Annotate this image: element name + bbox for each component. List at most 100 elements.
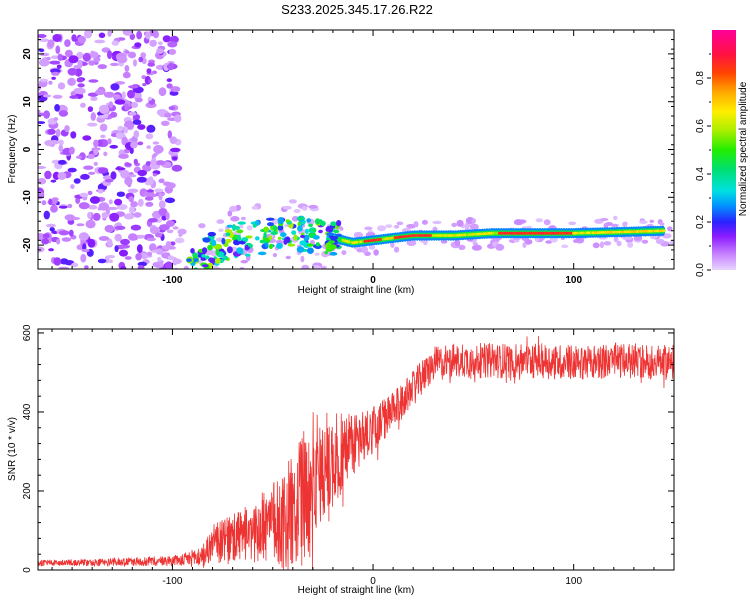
spectrogram-cell (161, 120, 170, 127)
spectrogram-cell (58, 205, 68, 209)
spectrogram-cell (230, 216, 240, 222)
spectrogram-cell (48, 198, 53, 206)
spectrogram-cell (152, 141, 160, 145)
spectrogram-cell (147, 218, 158, 223)
spectrogram-cell (245, 235, 253, 239)
spectrogram-cell (53, 257, 62, 266)
spectrogram-cell (114, 245, 119, 253)
spectrogram-cell (166, 229, 174, 234)
spectrogram-cell (393, 224, 400, 229)
spectrogram-cell (59, 258, 69, 265)
spectrogram-cell (80, 253, 87, 263)
colorbar-tick-label: 0.6 (695, 119, 706, 133)
spectrogram-cell (167, 41, 178, 48)
spectrogram-cell (51, 76, 56, 80)
spectrogram-cell (456, 219, 464, 227)
colorbar-tick-label: 0.4 (695, 167, 706, 181)
spectrogram-cell (236, 229, 244, 234)
spectrogram-cell (69, 146, 75, 155)
spectrogram-cell (206, 280, 213, 287)
snr-y-tick-label: 600 (22, 324, 33, 341)
spectrogram-cell (328, 244, 337, 250)
spectrogram-cell (186, 258, 192, 263)
spectrogram-cell (128, 111, 137, 116)
spectrogram-cell (88, 79, 99, 83)
spectrogram-cell (236, 247, 244, 254)
spectrogram-cell (575, 237, 585, 244)
spectrogram-cell (152, 173, 158, 177)
spectrogram-cell (144, 196, 154, 201)
spectrogram-cell (58, 139, 64, 146)
spectrogram-y-tick-label: -10 (22, 190, 33, 205)
spectrogram-cell (240, 260, 248, 264)
spectrogram-y-axis: -20 -10 0 10 20 (22, 29, 674, 270)
spectrogram-cell (127, 188, 139, 193)
spectrogram-cell (82, 135, 92, 141)
spectrogram-cell (50, 204, 58, 213)
spectrogram-cell (50, 179, 57, 183)
spectrogram-cell (87, 238, 96, 248)
spectrogram-cell (149, 226, 161, 235)
spectrogram-cell (471, 244, 482, 251)
spectrogram-cell (251, 205, 259, 210)
spectrogram-cell (299, 240, 307, 246)
spectrogram-cell (90, 51, 99, 58)
spectrogram-cell (110, 83, 120, 91)
spectrogram-cell (147, 176, 154, 186)
spectrogram-cell (170, 147, 181, 153)
spectrogram-cell (164, 197, 176, 204)
spectrogram-cell (71, 262, 79, 268)
spectrogram-cell (273, 225, 278, 232)
spectrogram-cell (156, 48, 164, 54)
spectrogram-cell (120, 266, 127, 269)
spectrogram-cell (198, 223, 206, 229)
spectrogram-cell (277, 217, 284, 225)
spectrogram-cell (226, 224, 233, 228)
spectrogram-cell (616, 240, 622, 247)
spectrogram-x-tick-label: -100 (162, 275, 182, 286)
spectrogram-cell (64, 39, 71, 47)
snr-frame (37, 328, 675, 571)
spectrogram-cell (522, 242, 527, 248)
spectrogram-cell (149, 39, 157, 47)
spectrogram-cell (280, 232, 287, 238)
spectrogram-cell (237, 221, 246, 225)
spectrogram-cell (246, 225, 253, 231)
spectrogram-cell (333, 229, 340, 234)
spectrogram-cell (312, 265, 321, 269)
spectrogram-cell (137, 169, 147, 177)
spectrogram-cell (38, 109, 41, 114)
spectrogram-cell (168, 106, 176, 111)
spectrogram-cell (149, 243, 157, 252)
spectrogram-cell (52, 34, 62, 42)
spectrogram-cell (46, 56, 51, 61)
spectrogram-cell (83, 165, 94, 170)
spectrogram-cell (353, 231, 363, 238)
spectrogram-cell (145, 31, 151, 40)
spectrogram-cell (291, 215, 299, 222)
spectrogram-cell (151, 249, 159, 253)
spectrogram-cell (193, 254, 199, 259)
spectrogram-cell (288, 199, 297, 204)
spectrogram-cell (38, 246, 45, 253)
spectrogram-cell (259, 239, 266, 244)
spectrogram-cell (54, 104, 60, 112)
spectrogram-cell (77, 83, 85, 88)
spectrogram-cell (122, 71, 131, 79)
spectrogram-cell (649, 219, 655, 223)
spectrogram-cell (97, 167, 109, 174)
spectrogram-cell (67, 167, 77, 173)
spectrogram-cell (130, 224, 142, 231)
spectrogram-cell (57, 82, 66, 90)
spectrogram-cell (116, 191, 126, 197)
spectrogram-cell (76, 78, 84, 83)
spectrogram-cell (57, 53, 63, 61)
spectrogram-cell (215, 248, 220, 256)
spectrogram-cell (38, 121, 46, 125)
spectrogram-cell (315, 242, 320, 247)
spectrogram-cell (166, 78, 172, 83)
spectrogram-cell (254, 236, 260, 241)
colorbar-title: Normalized spectral amplitude (738, 81, 749, 216)
spectrogram-cell (252, 223, 257, 228)
spectrogram-cell (173, 258, 182, 265)
